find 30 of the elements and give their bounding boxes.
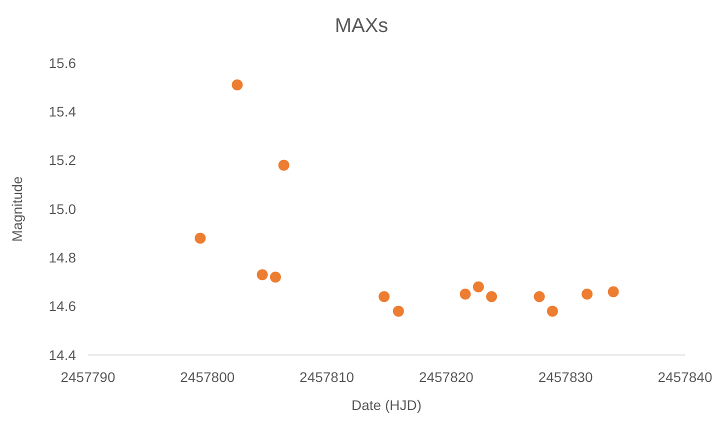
- point: [534, 291, 545, 302]
- point: [194, 232, 206, 244]
- x-tick-label: 2457800: [180, 369, 235, 385]
- point: [378, 291, 390, 302]
- point: [608, 286, 619, 298]
- point: [582, 288, 593, 300]
- y-tick-label: 14.6: [48, 298, 76, 314]
- x-tick-label: 2457840: [658, 369, 712, 385]
- point: [392, 306, 404, 317]
- y-tick-label: 14.4: [48, 346, 76, 363]
- x-tick-label: 2457830: [538, 369, 594, 385]
- point: [460, 288, 471, 300]
- y-tick-label: 14.8: [48, 250, 76, 266]
- x-tick-label: 2457810: [300, 369, 354, 385]
- y-tick-label: 15.0: [48, 200, 76, 217]
- point: [270, 272, 281, 283]
- y-tick-label: 15.6: [48, 54, 76, 71]
- point: [472, 281, 484, 292]
- y-axis-title: Magnitude: [9, 176, 25, 242]
- point: [278, 160, 290, 171]
- y-tick-label: 15.2: [48, 152, 76, 168]
- point: [232, 79, 243, 90]
- point: [256, 269, 268, 280]
- x-axis-title: Date (HJD): [351, 397, 422, 413]
- point: [546, 306, 558, 317]
- point: [486, 291, 498, 302]
- y-tick-label: 15.4: [48, 104, 76, 120]
- x-tick-label: 2457790: [60, 369, 116, 385]
- x-tick-label: 2457820: [418, 369, 474, 385]
- chart-title: MAXs: [334, 15, 388, 37]
